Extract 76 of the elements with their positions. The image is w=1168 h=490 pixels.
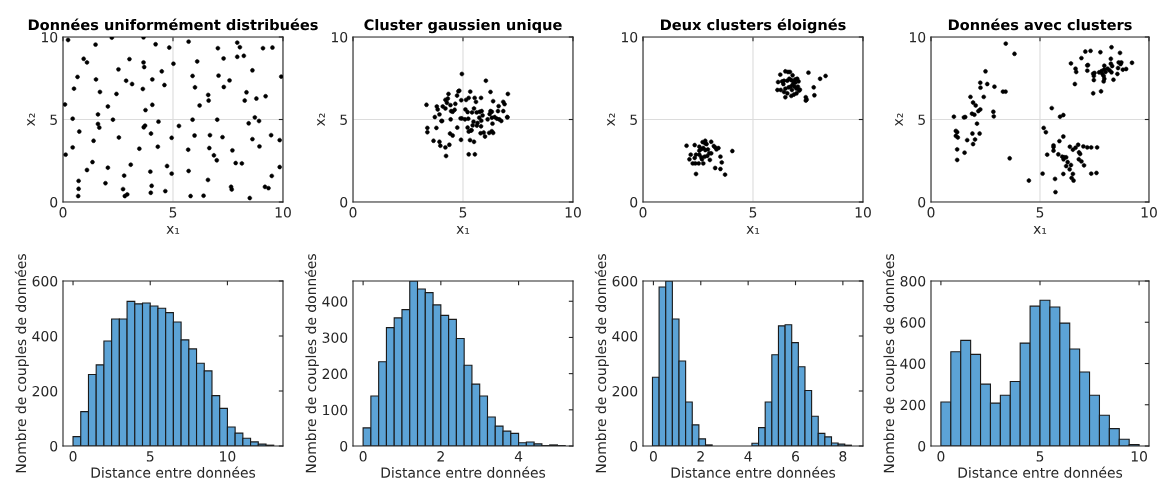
chart-title: Données avec clusters xyxy=(948,18,1132,31)
y-tick-label: 600 xyxy=(32,275,58,287)
x-axis-title: x₁ xyxy=(1033,226,1047,234)
y-tick-label: 0 xyxy=(50,440,58,452)
y-axis-title: x₂ xyxy=(607,113,615,126)
y-tick-label: 0 xyxy=(630,440,638,452)
x-tick-label: 2 xyxy=(437,451,444,462)
y-axis-title: Nombre de couples de données xyxy=(882,254,897,473)
x-tick-label: 10 xyxy=(855,207,871,218)
x-tick-label: 2 xyxy=(697,451,704,462)
y-axis-title: x₂ xyxy=(317,113,325,126)
y-tick-label: 100 xyxy=(323,404,348,416)
y-tick-label: 10 xyxy=(41,31,58,43)
y-tick-label: 400 xyxy=(612,330,638,342)
x-tick-label: 0 xyxy=(359,451,367,462)
chart-title: Deux clusters éloignés xyxy=(661,18,846,34)
y-tick-label: 5 xyxy=(340,114,347,125)
y-axis-title: x₂ xyxy=(895,113,903,126)
x-tick-label: 10 xyxy=(275,207,291,218)
y-tick-label: 600 xyxy=(900,317,926,328)
y-tick-label: 0 xyxy=(918,440,926,452)
y-tick-label: 300 xyxy=(322,332,348,343)
chart-title: Données uniformément distribuées xyxy=(28,18,318,31)
y-tick-label: 0 xyxy=(340,440,348,452)
y-tick-label: 200 xyxy=(32,385,58,397)
x-tick-label: 8 xyxy=(839,451,847,462)
x-axis-title: Distance entre données xyxy=(381,466,546,478)
y-tick-label: 0 xyxy=(50,196,58,208)
x-tick-label: 10 xyxy=(565,207,581,218)
x-tick-label: 5 xyxy=(1036,207,1044,218)
y-tick-label: 5 xyxy=(630,114,637,125)
x-tick-label: 4 xyxy=(514,451,523,462)
x-tick-label: 5 xyxy=(169,207,177,218)
x-tick-label: 0 xyxy=(937,451,945,462)
x-axis-title: Distance entre données xyxy=(91,466,256,478)
x-tick-label: 4 xyxy=(744,451,752,462)
y-axis-title: Nombre de couples de données xyxy=(304,254,319,473)
y-axis-title: x₂ xyxy=(27,113,35,126)
x-tick-label: 10 xyxy=(1141,207,1157,218)
y-tick-label: 600 xyxy=(612,275,638,287)
chart-title: Cluster gaussien unique xyxy=(364,18,562,34)
y-tick-label: 400 xyxy=(32,330,58,342)
y-tick-label: 800 xyxy=(900,275,926,287)
y-tick-label: 400 xyxy=(322,296,348,307)
x-tick-label: 10 xyxy=(220,451,236,462)
x-axis-title: x₁ xyxy=(456,226,470,234)
y-tick-label: 5 xyxy=(50,114,57,125)
x-axis-title: Distance entre données xyxy=(671,466,836,478)
x-axis-title: x₁ xyxy=(166,226,180,234)
y-tick-label: 200 xyxy=(900,399,926,411)
y-tick-label: 0 xyxy=(630,196,638,208)
x-axis-title: Distance entre données xyxy=(958,466,1123,478)
x-tick-label: 6 xyxy=(792,451,800,462)
x-tick-label: 0 xyxy=(927,207,935,218)
x-tick-label: 0 xyxy=(59,207,67,218)
x-tick-label: 0 xyxy=(69,451,77,462)
y-tick-label: 400 xyxy=(900,358,926,369)
y-axis-title: Nombre de couples de données xyxy=(594,254,609,473)
y-axis-title: Nombre de couples de données xyxy=(14,254,29,473)
y-tick-label: 0 xyxy=(918,196,926,208)
y-tick-label: 200 xyxy=(612,385,638,397)
y-tick-label: 10 xyxy=(621,31,638,43)
y-tick-label: 0 xyxy=(340,196,348,208)
x-tick-label: 0 xyxy=(349,207,357,218)
y-tick-label: 5 xyxy=(918,114,925,125)
x-axis-title: x₁ xyxy=(746,226,760,234)
x-tick-label: 0 xyxy=(649,451,657,462)
x-tick-label: 5 xyxy=(146,451,154,462)
x-tick-label: 5 xyxy=(749,207,757,218)
x-tick-label: 5 xyxy=(459,207,467,218)
y-tick-label: 10 xyxy=(331,31,348,43)
y-tick-label: 200 xyxy=(322,368,348,380)
y-tick-label: 10 xyxy=(909,31,926,43)
x-tick-label: 10 xyxy=(1131,451,1148,462)
x-tick-label: 0 xyxy=(639,207,647,218)
x-tick-label: 5 xyxy=(1036,451,1044,462)
